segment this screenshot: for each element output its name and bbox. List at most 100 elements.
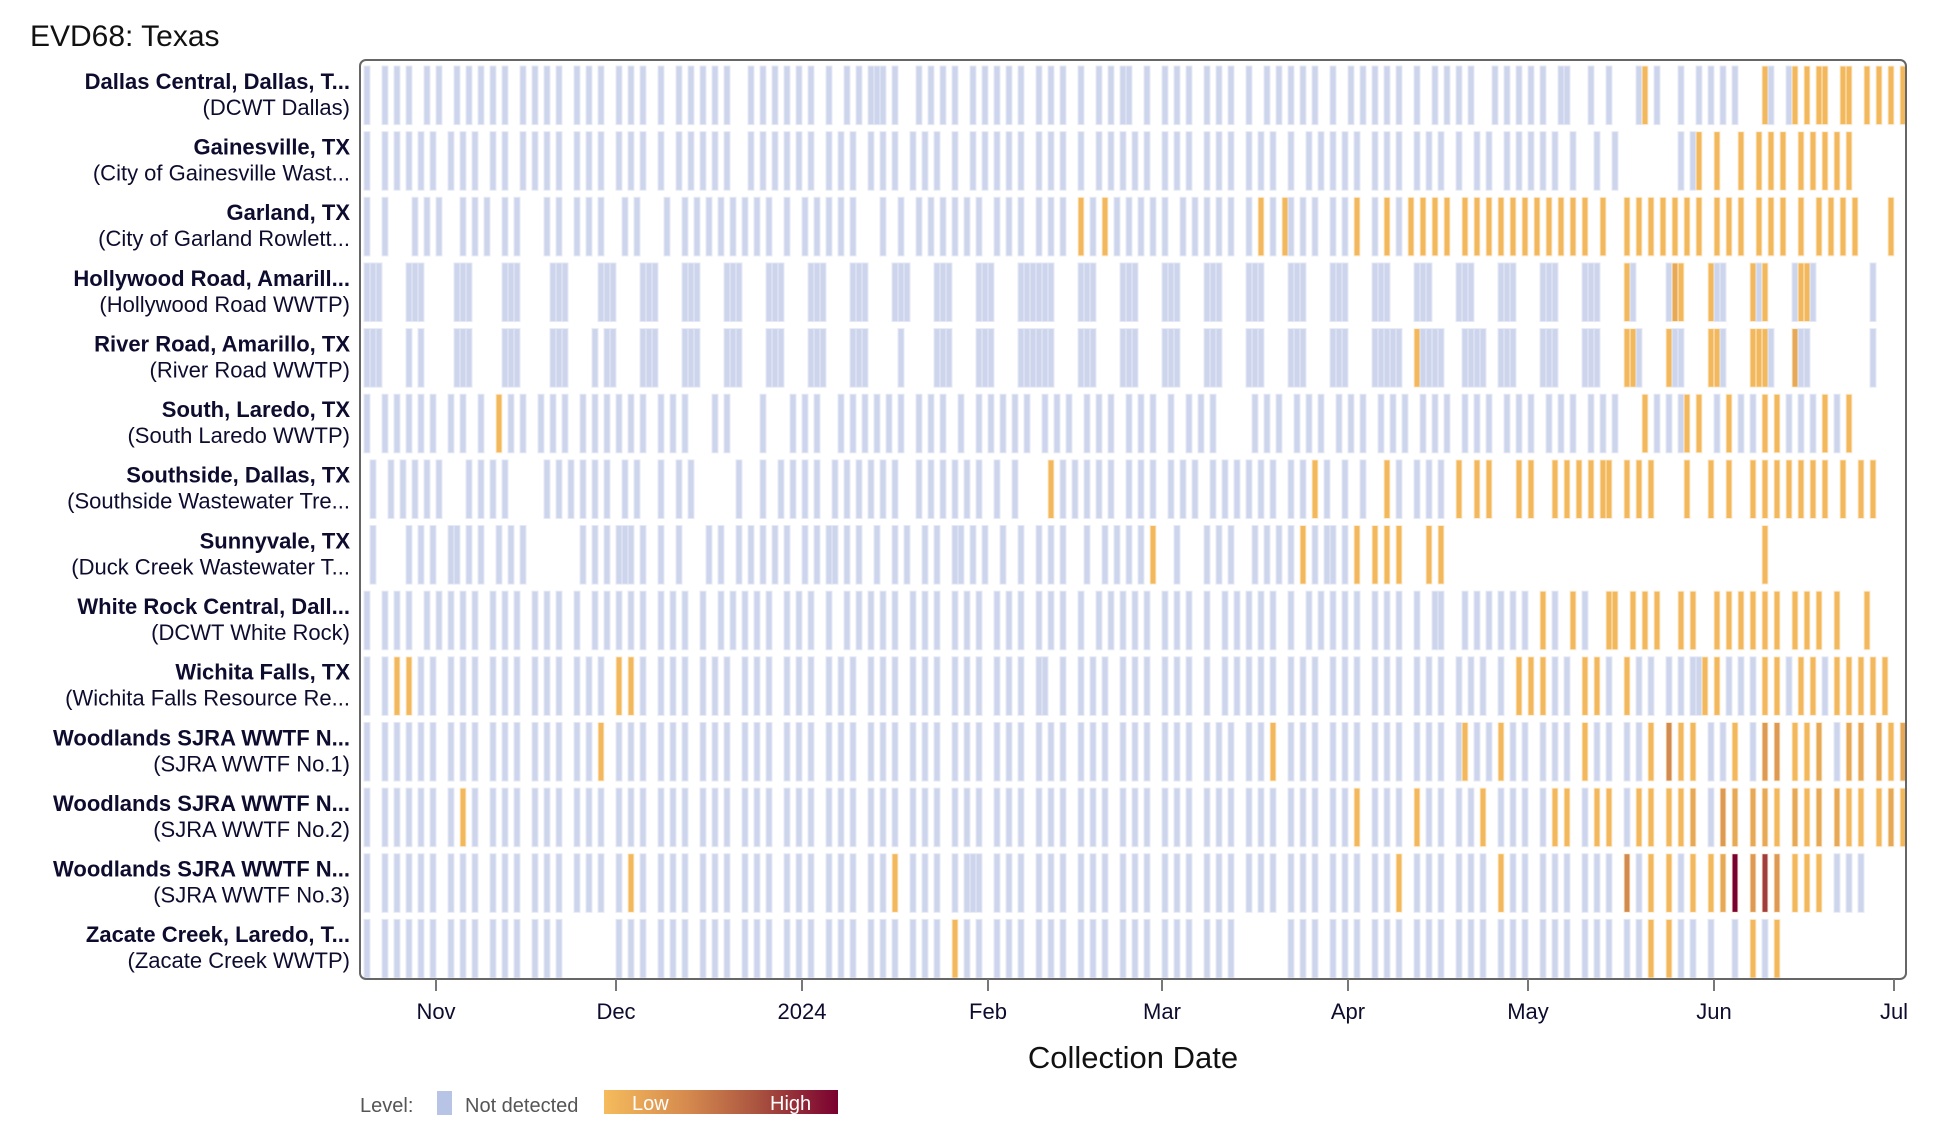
sample-bar-not-detected — [471, 721, 479, 782]
sample-bar-not-detected — [1785, 65, 1793, 126]
sample-bar-not-detected — [1551, 721, 1559, 782]
sample-bar-not-detected — [1077, 721, 1085, 782]
sample-bar-not-detected — [459, 656, 467, 716]
sample-bar-not-detected — [507, 393, 515, 454]
sample-bar-not-detected — [519, 65, 527, 126]
sample-bar-not-detected — [1287, 721, 1295, 782]
sample-bar-not-detected — [753, 721, 761, 782]
sample-bar-not-detected — [951, 525, 959, 585]
sample-bar-not-detected — [1521, 590, 1529, 651]
sample-bar-not-detected — [1119, 65, 1127, 126]
sample-bar-not-detected — [1395, 459, 1403, 520]
sample-bar-not-detected — [639, 590, 647, 651]
sample-bar-detected — [1719, 853, 1727, 913]
sample-bar-not-detected — [1161, 65, 1169, 126]
sample-bar-not-detected — [723, 65, 731, 126]
plant-name-label: (SJRA WWTF No.1) — [153, 751, 350, 776]
sample-bar-not-detected — [1455, 918, 1463, 979]
sample-bar-not-detected — [1161, 196, 1169, 257]
plant-name-label: (SJRA WWTF No.3) — [153, 883, 350, 908]
sample-bar-detected — [1731, 853, 1739, 913]
sample-bar-not-detected — [1035, 787, 1043, 848]
sample-bar-not-detected — [597, 262, 605, 323]
sample-bar-not-detected — [1665, 656, 1673, 716]
sample-bar-detected — [1587, 459, 1595, 520]
sample-bar-not-detected — [1311, 787, 1319, 848]
sample-bar-not-detected — [1869, 262, 1877, 323]
sample-bar-not-detected — [513, 196, 521, 257]
sample-bar-not-detected — [1677, 656, 1685, 716]
sample-bar-not-detected — [1509, 262, 1517, 323]
sample-bar-not-detected — [1497, 262, 1505, 323]
sample-bar-not-detected — [1521, 853, 1529, 913]
sample-bar-not-detected — [1131, 853, 1139, 913]
sample-bar-not-detected — [1317, 393, 1325, 454]
sample-bar-not-detected — [921, 131, 929, 191]
sample-bar-not-detected — [735, 459, 743, 520]
sample-bar-not-detected — [681, 853, 689, 913]
sample-bar-not-detected — [1353, 918, 1361, 979]
sample-bar-not-detected — [675, 65, 683, 126]
sample-bar-not-detected — [1203, 65, 1211, 126]
sample-bar-not-detected — [735, 525, 743, 585]
sample-bar-not-detected — [1149, 459, 1157, 520]
sample-bar-not-detected — [951, 787, 959, 848]
sample-bar-not-detected — [555, 459, 563, 520]
sample-bar-not-detected — [1425, 131, 1433, 191]
sample-bar-not-detected — [1371, 131, 1379, 191]
sample-bar-not-detected — [393, 65, 401, 126]
sample-bar-not-detected — [489, 459, 497, 520]
sample-bar-detected — [1773, 918, 1781, 979]
sample-bar-detected — [1695, 131, 1703, 191]
sample-bar-not-detected — [1311, 525, 1319, 585]
sample-bar-not-detected — [567, 459, 575, 520]
sample-bar-not-detected — [849, 721, 857, 782]
sample-bar-not-detected — [1047, 131, 1055, 191]
sample-bar-not-detected — [597, 853, 605, 913]
sample-bar-not-detected — [657, 656, 665, 716]
sample-bar-not-detected — [531, 590, 539, 651]
sample-bar-not-detected — [1005, 65, 1013, 126]
sample-bar-not-detected — [363, 328, 371, 388]
sample-bar-not-detected — [1329, 262, 1337, 323]
sample-bar-not-detected — [1257, 853, 1265, 913]
sample-bar-detected — [1761, 590, 1769, 651]
sample-bar-not-detected — [1539, 721, 1547, 782]
sample-bar-not-detected — [1107, 131, 1115, 191]
sample-bar-detected — [1527, 656, 1535, 716]
sample-bar-not-detected — [573, 590, 581, 651]
sample-bar-not-detected — [1599, 393, 1607, 454]
sample-bar-not-detected — [1035, 590, 1043, 651]
sample-bar-not-detected — [951, 656, 959, 716]
sample-bar-not-detected — [513, 262, 521, 323]
sample-bar-detected — [1635, 787, 1643, 848]
sample-bar-not-detected — [537, 393, 545, 454]
sample-bar-detected — [1857, 459, 1865, 520]
plant-name-label: (City of Garland Rowlett... — [98, 226, 350, 251]
sample-bar-detected — [1479, 787, 1487, 848]
sample-bar-not-detected — [405, 918, 413, 979]
sample-bar-not-detected — [681, 393, 689, 454]
sample-bar-not-detected — [1383, 853, 1391, 913]
sample-bar-detected — [1767, 131, 1775, 191]
sample-bar-not-detected — [447, 393, 455, 454]
sample-bar-not-detected — [513, 590, 521, 651]
sample-bar-not-detected — [1017, 328, 1025, 388]
sample-bar-not-detected — [759, 525, 767, 585]
sample-bar-not-detected — [1245, 328, 1253, 388]
sample-bar-detected — [1353, 525, 1361, 585]
sample-bar-not-detected — [1635, 65, 1643, 126]
site-row — [363, 131, 1853, 191]
sample-bar-detected — [1761, 656, 1769, 716]
sample-bar-not-detected — [1047, 328, 1055, 388]
sample-bar-not-detected — [1359, 459, 1367, 520]
sample-bar-not-detected — [1581, 918, 1589, 979]
sample-bar-not-detected — [1527, 65, 1535, 126]
sample-bar-not-detected — [513, 328, 521, 388]
sample-bar-not-detected — [1719, 65, 1727, 126]
sample-bar-detected — [1797, 459, 1805, 520]
sample-bar-not-detected — [1245, 787, 1253, 848]
sample-bar-not-detected — [1131, 328, 1139, 388]
sample-bar-not-detected — [1677, 131, 1685, 191]
sample-bar-not-detected — [363, 262, 371, 323]
